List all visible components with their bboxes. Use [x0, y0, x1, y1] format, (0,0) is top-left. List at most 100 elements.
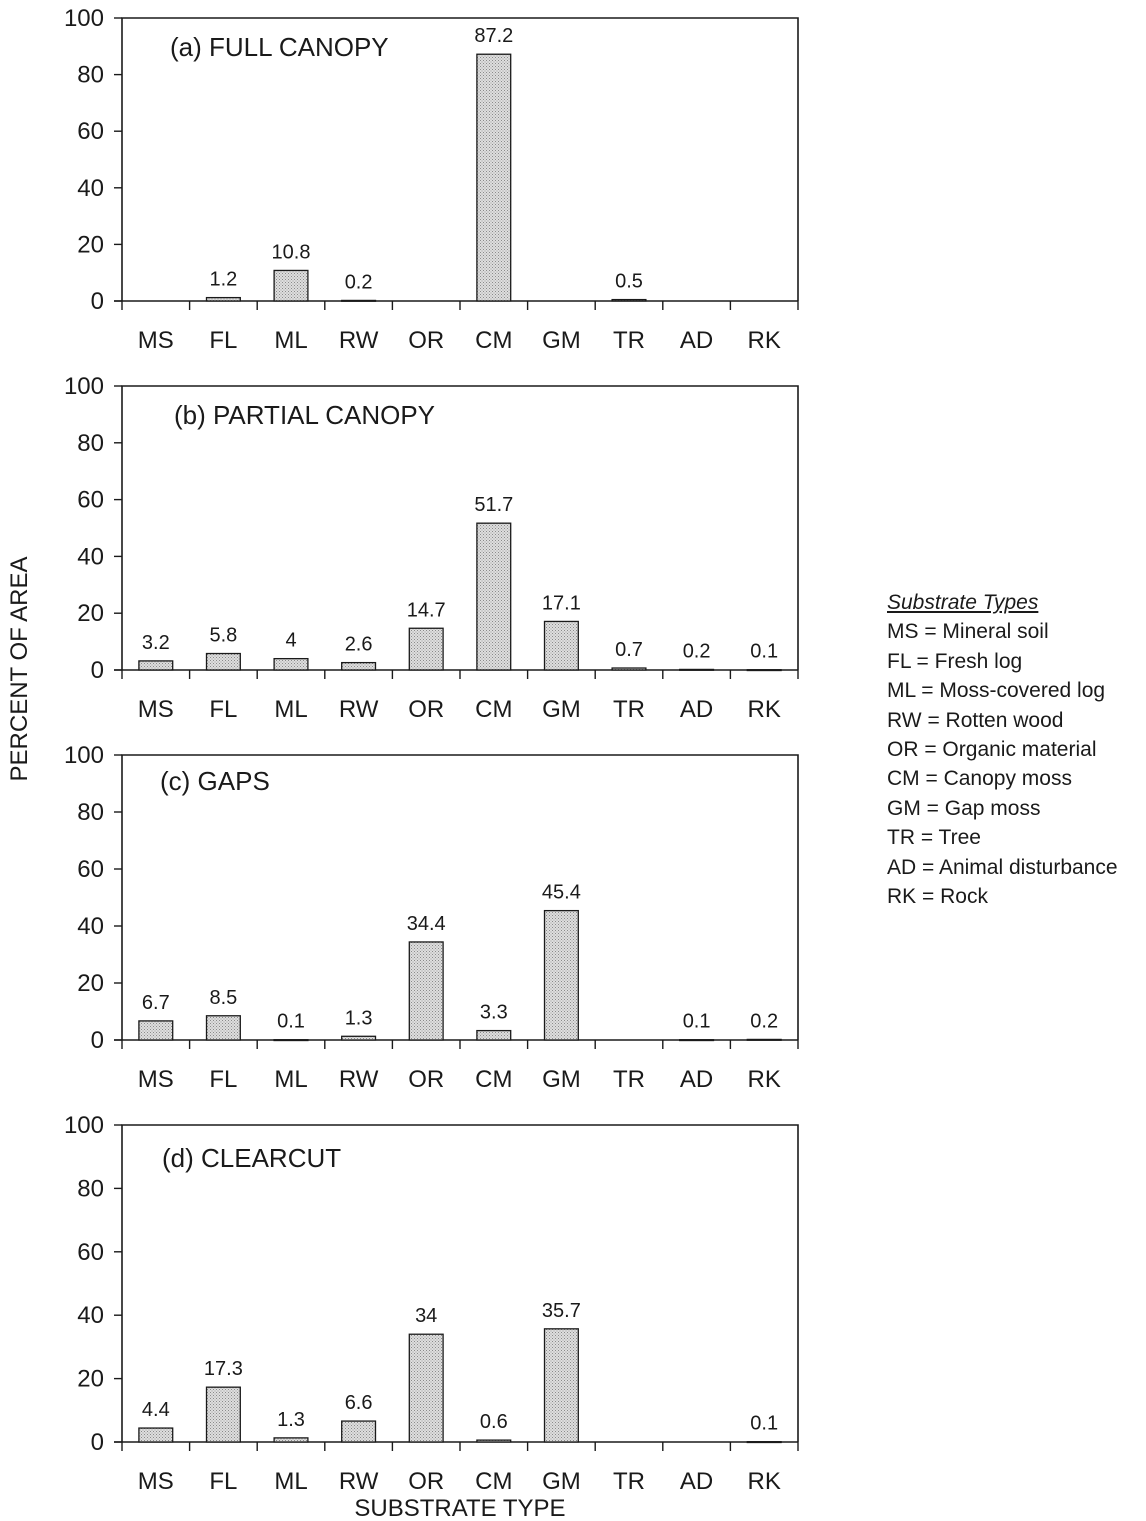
x-tick-label: AD — [680, 1468, 713, 1495]
bar-rk — [746, 1441, 782, 1444]
y-tick-label: 100 — [64, 1112, 104, 1139]
y-tick-label: 60 — [77, 856, 104, 883]
bar-fl — [205, 296, 241, 302]
x-tick-label: OR — [408, 1468, 444, 1495]
y-tick-label: 40 — [77, 175, 104, 202]
data-label: 0.1 — [277, 1011, 305, 1033]
x-tick-label: OR — [408, 327, 444, 354]
panel-frame — [121, 385, 799, 670]
data-label: 35.7 — [542, 1300, 581, 1322]
x-tick-label: ML — [274, 696, 307, 723]
bar-ml — [273, 1437, 309, 1443]
x-tick-label: FL — [209, 1066, 237, 1093]
data-label: 34.4 — [407, 913, 446, 935]
x-tick-label: FL — [209, 1468, 237, 1495]
x-tick-label: AD — [680, 696, 713, 723]
bar-or — [408, 941, 444, 1041]
bar-rw — [341, 1035, 377, 1041]
data-label: 10.8 — [272, 241, 311, 263]
legend-item: RW = Rotten wood — [887, 708, 1064, 732]
bar-rw — [341, 1420, 377, 1443]
bar-cm — [476, 1029, 512, 1041]
data-label: 0.5 — [615, 271, 643, 293]
bar-cm — [476, 53, 512, 302]
data-label: 4 — [285, 630, 296, 652]
y-tick-label: 60 — [77, 1239, 104, 1266]
data-label: 0.1 — [683, 1011, 711, 1033]
x-tick-label: RK — [748, 327, 781, 354]
y-tick-label: 100 — [64, 5, 104, 32]
x-tick-label: RW — [339, 696, 379, 723]
bar-fl — [205, 1015, 241, 1041]
data-label: 51.7 — [474, 494, 513, 516]
legend-item: MS = Mineral soil — [887, 620, 1049, 644]
bar-ml — [273, 1039, 309, 1042]
x-tick-label: GM — [542, 1468, 581, 1495]
y-tick-label: 0 — [91, 657, 104, 684]
data-label: 17.1 — [542, 592, 581, 614]
x-tick-label: RW — [339, 1468, 379, 1495]
legend-items: MS = Mineral soil FL = Fresh log ML = Moss… — [887, 617, 1118, 911]
y-tick-label: 40 — [77, 913, 104, 940]
x-tick-label: MS — [138, 327, 174, 354]
data-label: 45.4 — [542, 882, 581, 904]
data-label: 1.3 — [277, 1409, 305, 1431]
data-label: 0.2 — [683, 640, 711, 662]
x-tick-label: GM — [542, 696, 581, 723]
bar-ms — [138, 660, 174, 671]
bar-fl — [205, 1386, 241, 1443]
chart-panel-4: 0 20 40 60 80 100 4.4 MS 17.3 FL 1.3 ML 6.6 RW 34 OR 0.6… — [64, 1112, 799, 1495]
panel-frame — [121, 17, 799, 301]
bar-ml — [273, 657, 309, 671]
x-tick-label: GM — [542, 1066, 581, 1093]
data-label: 3.3 — [480, 1002, 508, 1024]
x-tick-label: MS — [138, 1468, 174, 1495]
y-tick-label: 40 — [77, 543, 104, 570]
y-tick-label: 100 — [64, 742, 104, 769]
data-label: 87.2 — [474, 25, 513, 47]
bar-ml — [273, 269, 309, 302]
x-tick-label: ML — [274, 1468, 307, 1495]
bar-or — [408, 627, 444, 671]
legend-item: GM = Gap moss — [887, 796, 1041, 820]
x-tick-label: CM — [475, 696, 512, 723]
legend-item: ML = Moss-covered log — [887, 679, 1106, 703]
y-tick-label: 0 — [91, 1429, 104, 1456]
legend-item: CM = Canopy moss — [887, 767, 1072, 791]
y-tick-label: 100 — [64, 373, 104, 400]
bar-ad — [679, 668, 715, 671]
x-tick-label: MS — [138, 696, 174, 723]
y-tick-label: 80 — [77, 799, 104, 826]
legend-item: RK = Rock — [887, 885, 988, 909]
y-tick-label: 0 — [91, 288, 104, 315]
x-tick-label: TR — [613, 1066, 645, 1093]
y-tick-label: 20 — [77, 1366, 104, 1393]
x-tick-label: CM — [475, 1468, 512, 1495]
x-axis-title: SUBSTRATE TYPE — [354, 1495, 565, 1521]
x-tick-label: CM — [475, 327, 512, 354]
y-tick-label: 60 — [77, 487, 104, 514]
data-label: 34 — [415, 1305, 437, 1327]
legend-item: AD = Animal disturbance — [887, 855, 1118, 879]
data-label: 2.6 — [345, 634, 373, 656]
x-tick-label: RK — [748, 1468, 781, 1495]
bar-ms — [138, 1427, 174, 1443]
y-axis-title: PERCENT OF AREA — [6, 557, 33, 782]
x-tick-label: GM — [542, 327, 581, 354]
bar-gm — [543, 909, 579, 1041]
x-tick-label: OR — [408, 696, 444, 723]
legend-item: FL = Fresh log — [887, 649, 1023, 673]
x-tick-label: RK — [748, 696, 781, 723]
data-label: 4.4 — [142, 1399, 170, 1421]
bar-fl — [205, 652, 241, 671]
legend-item: OR = Organic material — [887, 738, 1097, 762]
bar-rw — [341, 661, 377, 671]
x-tick-label: AD — [680, 327, 713, 354]
data-label: 3.2 — [142, 632, 170, 654]
y-tick-label: 80 — [77, 62, 104, 89]
data-label: 0.7 — [615, 639, 643, 661]
bar-or — [408, 1333, 444, 1443]
panel-frame — [121, 754, 799, 1040]
x-tick-label: RK — [748, 1066, 781, 1093]
bar-rk — [746, 669, 782, 672]
